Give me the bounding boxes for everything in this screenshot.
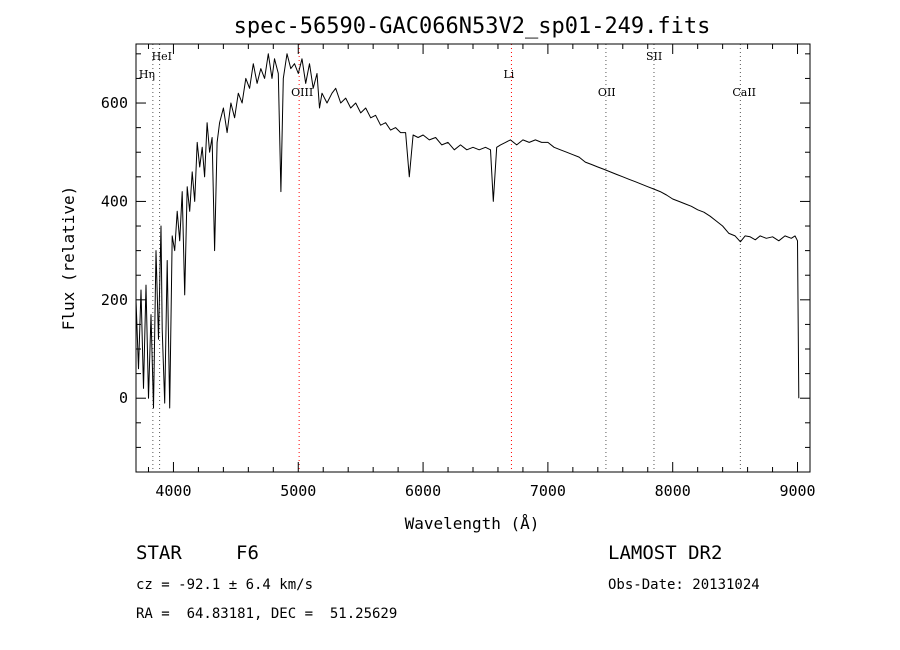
x-tick-label: 9000	[779, 482, 815, 500]
x-tick-label: 4000	[155, 482, 191, 500]
spectral-line-label: CaII	[732, 86, 756, 99]
y-tick-label: 400	[101, 192, 128, 210]
axis-ticks-layer: 4000 5000 6000 7000 8000 9000 0 200 400 600	[101, 44, 816, 500]
survey-label: LAMOST DR2	[608, 542, 723, 564]
spectral-line-label: Li	[503, 68, 514, 81]
plot-frame	[135, 43, 811, 473]
spectrum-data-layer	[135, 53, 800, 409]
spectral-line-label: SII	[646, 50, 662, 63]
spectral-line-label: HeI	[152, 50, 172, 63]
obs-date: Obs-Date: 20131024	[608, 577, 760, 593]
x-tick-label: 5000	[280, 482, 316, 500]
x-tick-label: 7000	[530, 482, 566, 500]
spectral-line-label: OII	[598, 86, 616, 99]
y-tick-label: 200	[101, 291, 128, 309]
object-class: STAR	[136, 542, 182, 564]
y-tick-label: 0	[119, 389, 128, 407]
spectral-lines-layer: HeI Hη OIII Li OII SII CaII	[139, 44, 756, 472]
redshift-readout: cz = -92.1 ± 6.4 km/s	[136, 577, 314, 593]
y-tick-label: 600	[101, 94, 128, 112]
y-axis-label: Flux (relative)	[59, 186, 78, 331]
x-tick-label: 8000	[655, 482, 691, 500]
x-tick-label: 6000	[405, 482, 441, 500]
spectral-line-label: OIII	[291, 86, 313, 99]
x-axis-label: Wavelength (Å)	[405, 514, 540, 533]
spectral-line-label: Hη	[139, 68, 155, 81]
object-subclass: F6	[236, 542, 259, 564]
chart-title: spec-56590-GAC066N53V2_sp01-249.fits	[234, 14, 711, 39]
coordinates-readout: RA = 64.83181, DEC = 51.25629	[136, 606, 398, 622]
spectrum-series-line	[135, 53, 800, 409]
